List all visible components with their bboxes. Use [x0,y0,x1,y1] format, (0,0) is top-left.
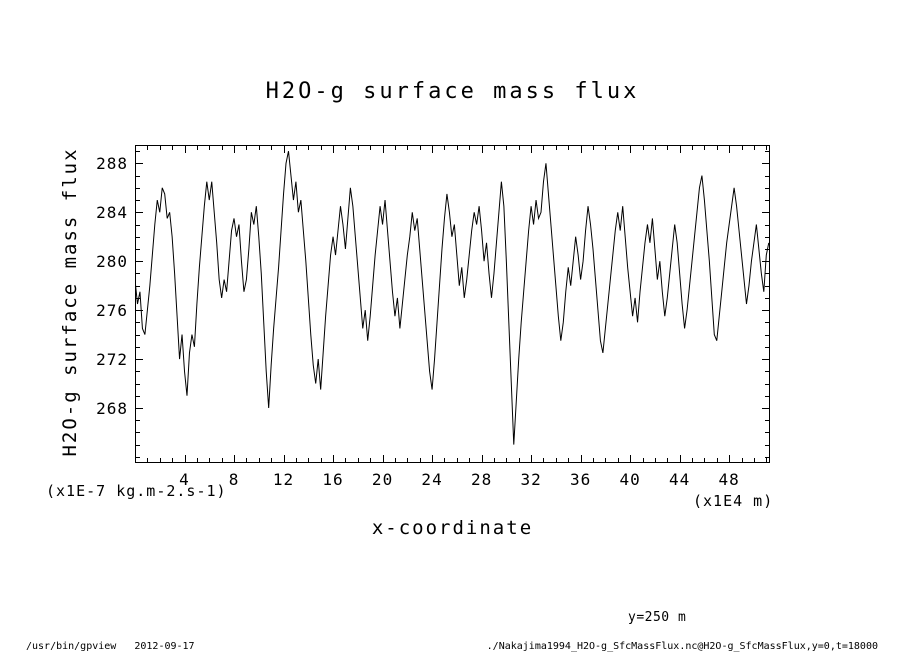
x-tick-label: 16 [322,470,344,489]
x-tick-label: 28 [470,470,493,489]
x-tick-label: 8 [228,470,240,489]
x-tick-label: 20 [371,470,394,489]
x-tick-label: 48 [718,470,740,489]
y-tick-label: 284 [96,203,128,223]
x-tick-label: 40 [619,470,641,489]
y-tick-label: 288 [96,154,128,174]
y-tick-label: 272 [96,350,128,370]
y-tick-label: 280 [96,252,128,272]
plot-area [135,145,770,463]
y-tick-label: 276 [96,301,128,321]
x-axis-unit-label: (x1E4 m) [693,492,774,510]
footer-datasource: ./Nakajima1994_H2O-g_SfcMassFlux.nc@H2O-… [486,641,878,652]
annotation-block: y=250 m t=18000 sec [628,570,720,654]
annotation-y: y=250 m [628,610,687,625]
chart-title: H2O-g surface mass flux [265,79,640,104]
x-tick-label: 24 [421,470,443,489]
footer-command: /usr/bin/gpview 2012-09-17 [26,641,195,652]
x-tick-label: 4 [179,470,190,489]
x-tick-label: 44 [668,470,691,489]
x-tick-label: 32 [520,470,542,489]
x-tick-label: 12 [272,470,295,489]
x-tick-label: 36 [569,470,592,489]
y-tick-label: 268 [96,398,128,418]
chart-canvas [135,145,770,463]
x-axis-title: x-coordinate [371,517,534,539]
y-axis-unit-label: (x1E-7 kg.m-2.s-1) [46,482,227,500]
